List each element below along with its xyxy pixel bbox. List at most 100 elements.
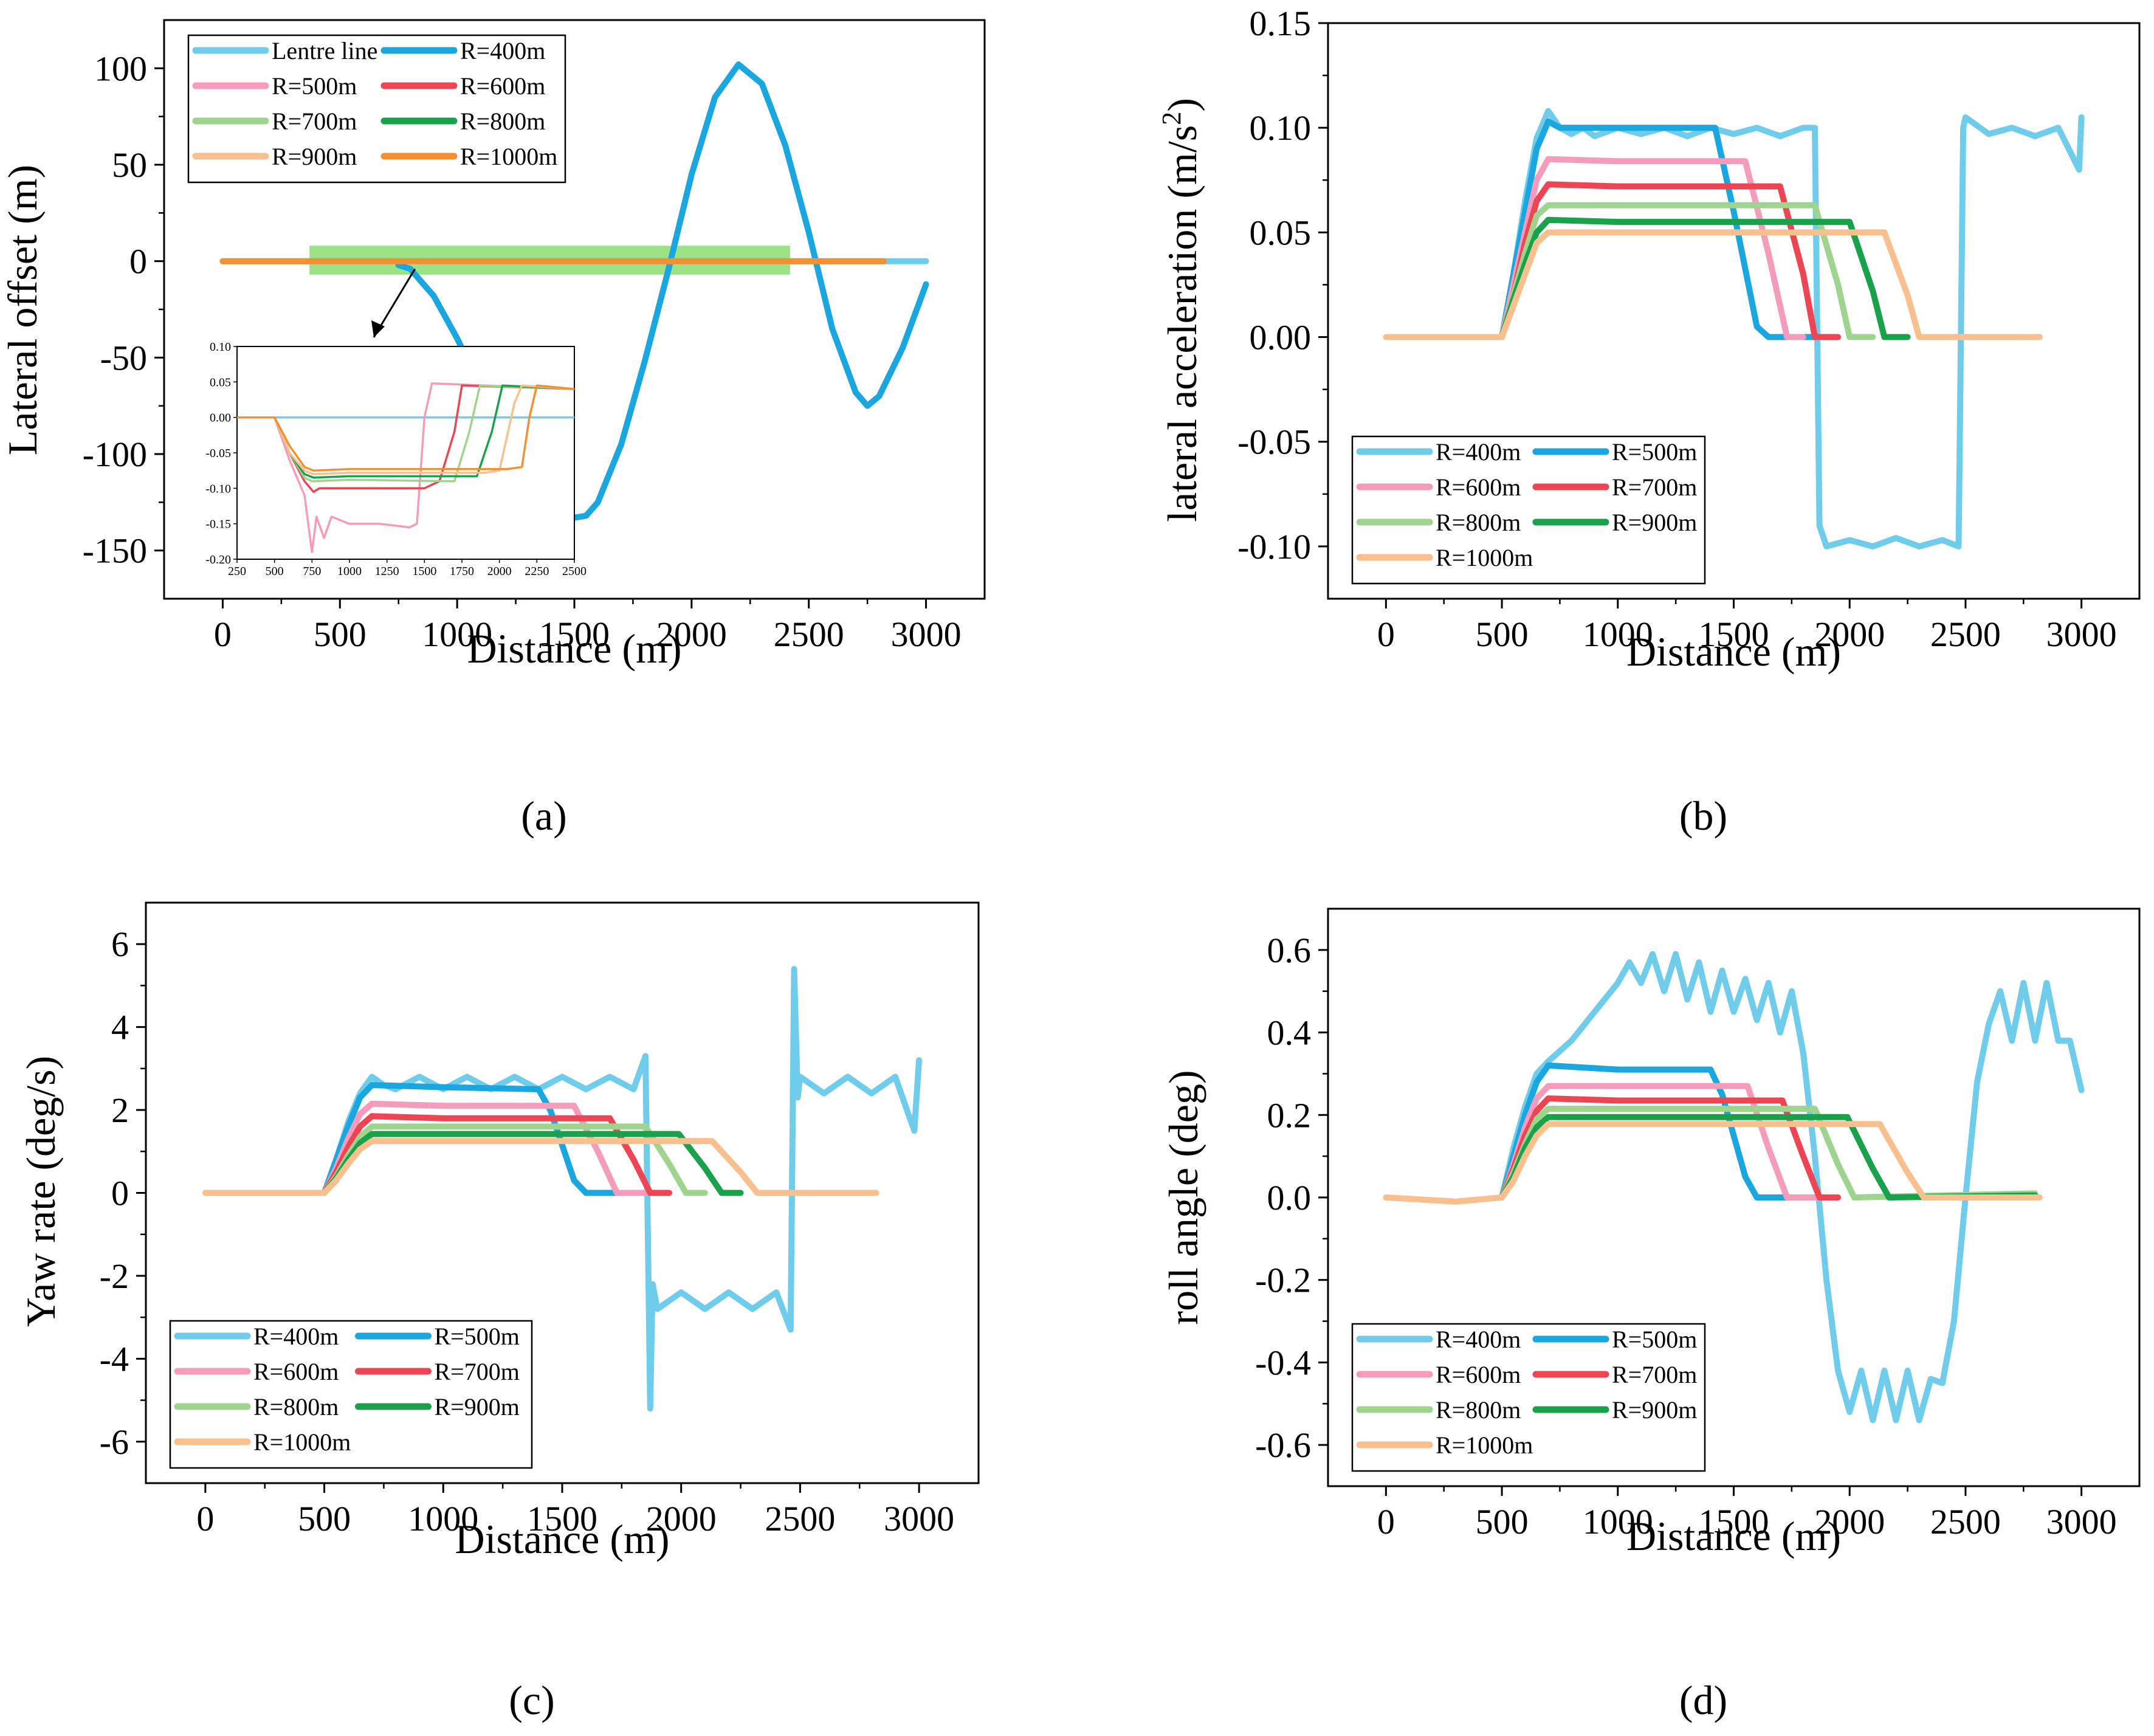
data-point-r-500m xyxy=(1535,1081,1538,1083)
data-point-r-700m xyxy=(1837,1196,1840,1199)
plot-area xyxy=(1383,951,2085,1424)
data-point-r-800m xyxy=(1837,283,1840,286)
data-point-r-500m xyxy=(1547,1064,1550,1067)
y-tick-label: 0.2 xyxy=(1267,1095,1312,1135)
x-tick-label: 2500 xyxy=(1930,615,2001,654)
data-point-r-400m xyxy=(1593,1010,1596,1013)
data-point-r-900m xyxy=(1547,218,1550,221)
data-point-r-700m xyxy=(1616,185,1619,188)
data-point-r-1000m xyxy=(2038,1196,2041,1199)
data-point-r-500m xyxy=(1732,210,1735,213)
inset-y-tick-label: -0.05 xyxy=(205,447,231,460)
inset-y-tick-label: 0.05 xyxy=(210,376,231,389)
data-point-r-500m xyxy=(1535,147,1538,150)
x-tick-label: 3000 xyxy=(2046,1502,2117,1541)
data-point-r-400m xyxy=(585,1087,588,1090)
data-point-r-400m xyxy=(1976,1081,1978,1083)
data-point-r-600m xyxy=(1786,1196,1789,1199)
data-point-r-400m xyxy=(1918,1419,1921,1422)
inset-x-tick-label: 1750 xyxy=(450,565,474,578)
x-tick-label: 1500 xyxy=(1699,615,1769,654)
data-point-r-400m xyxy=(1663,990,1666,993)
data-point-r-400m xyxy=(1755,126,1758,129)
data-point-r-900m xyxy=(1524,1146,1527,1149)
data-point-r-400m xyxy=(1639,133,1642,136)
y-tick-label: -50 xyxy=(100,338,147,377)
x-tick-label: 1500 xyxy=(527,1499,597,1538)
data-point-r-400m xyxy=(1918,545,1921,548)
data-point-r-900m xyxy=(1616,1115,1619,1118)
x-tick-label: 1000 xyxy=(408,1499,478,1538)
legend: R=400m R=500m R=600m R=700m R=800m R=900m R=10… xyxy=(169,1320,533,1469)
legend-entry: R=900m xyxy=(1612,1396,1697,1424)
data-point-r-400m xyxy=(1837,1369,1840,1372)
data-point-r-400m xyxy=(793,968,796,971)
series-line-r-500m xyxy=(1499,118,1818,340)
data-point-r-700m xyxy=(608,1117,611,1120)
x-tick-label: 1000 xyxy=(1583,615,1653,654)
data-point-r-500m xyxy=(1616,126,1619,129)
data-point-r-400m xyxy=(2077,168,2080,171)
inset-plot xyxy=(237,382,574,554)
data-point-r-500m xyxy=(370,1084,373,1087)
x-tick-label: 2000 xyxy=(1814,615,1885,654)
y-tick-label: 2 xyxy=(111,1090,129,1130)
data-point-r-600m xyxy=(1786,336,1789,339)
data-point-r-400m xyxy=(866,404,869,407)
data-point-r-400m xyxy=(1801,1052,1805,1055)
y-tick-label: 4 xyxy=(111,1008,129,1047)
data-point-r-400m xyxy=(870,1092,873,1095)
data-point-r-600m xyxy=(359,1112,362,1115)
data-point-r-500m xyxy=(549,1109,552,1112)
y-tick-label: 0.05 xyxy=(1250,213,1312,252)
data-point-r-400m xyxy=(1628,961,1631,964)
data-point-r-800m xyxy=(1547,204,1550,207)
y-tick-label: 0.15 xyxy=(1250,4,1312,43)
data-point-r-700m xyxy=(370,1115,373,1118)
data-point-r-900m xyxy=(359,1142,362,1145)
legend-entry: R=900m xyxy=(272,143,357,170)
data-point-r-1000m xyxy=(1547,231,1550,234)
data-point-r-400m xyxy=(878,394,881,398)
data-point-r-700m xyxy=(1778,185,1781,188)
data-point-r-700m xyxy=(1547,1097,1550,1100)
data-point-r-500m xyxy=(1547,120,1550,123)
data-point-r-500m xyxy=(1744,1176,1747,1179)
data-point-r-400m xyxy=(1767,982,1770,985)
data-point-r-400m xyxy=(643,360,646,363)
x-tick-label: 0 xyxy=(214,615,232,654)
data-point-r-400m xyxy=(1651,952,1654,956)
inset-x-tick-label: 1500 xyxy=(412,565,436,578)
data-point-r-400m xyxy=(667,269,670,272)
legend-entry: R=400m xyxy=(460,37,545,64)
panel-label: (c) xyxy=(509,1677,554,1723)
data-point-r-600m xyxy=(442,1104,445,1107)
y-axis-label: Yaw rate (deg/s) xyxy=(18,1056,64,1327)
x-tick-label: 0 xyxy=(1377,1502,1395,1541)
data-point-r-400m xyxy=(2034,1039,2037,1042)
data-point-r-500m xyxy=(585,1191,588,1194)
data-point-r-400m xyxy=(831,327,834,330)
legend-entry: R=400m xyxy=(1436,438,1521,466)
data-point-r-500m xyxy=(1524,1114,1527,1117)
data-point-r-400m xyxy=(751,1307,754,1311)
data-point-r-400m xyxy=(466,1075,469,1078)
data-point-r-400m xyxy=(1593,134,1596,137)
legend-entry: R=400m xyxy=(1436,1326,1521,1353)
data-point-r-700m xyxy=(632,1158,635,1161)
data-point-r-1000m xyxy=(1906,1171,1909,1174)
data-point-r-1000m xyxy=(1454,1200,1457,1203)
data-point-r-1000m xyxy=(711,1140,714,1143)
plot-area xyxy=(219,61,929,521)
data-point-r-400m xyxy=(1778,134,1781,137)
legend-entry: R=400m xyxy=(253,1323,339,1350)
data-point-r-600m xyxy=(573,1104,576,1107)
data-point-r-400m xyxy=(1535,1072,1538,1075)
data-point-r-400m xyxy=(760,82,763,85)
data-point-r-600m xyxy=(1616,1084,1619,1087)
data-point-r-900m xyxy=(442,1132,445,1135)
data-point-r-1000m xyxy=(1524,273,1527,276)
data-point-r-400m xyxy=(1825,1278,1828,1281)
x-tick-label: 0 xyxy=(196,1499,214,1538)
